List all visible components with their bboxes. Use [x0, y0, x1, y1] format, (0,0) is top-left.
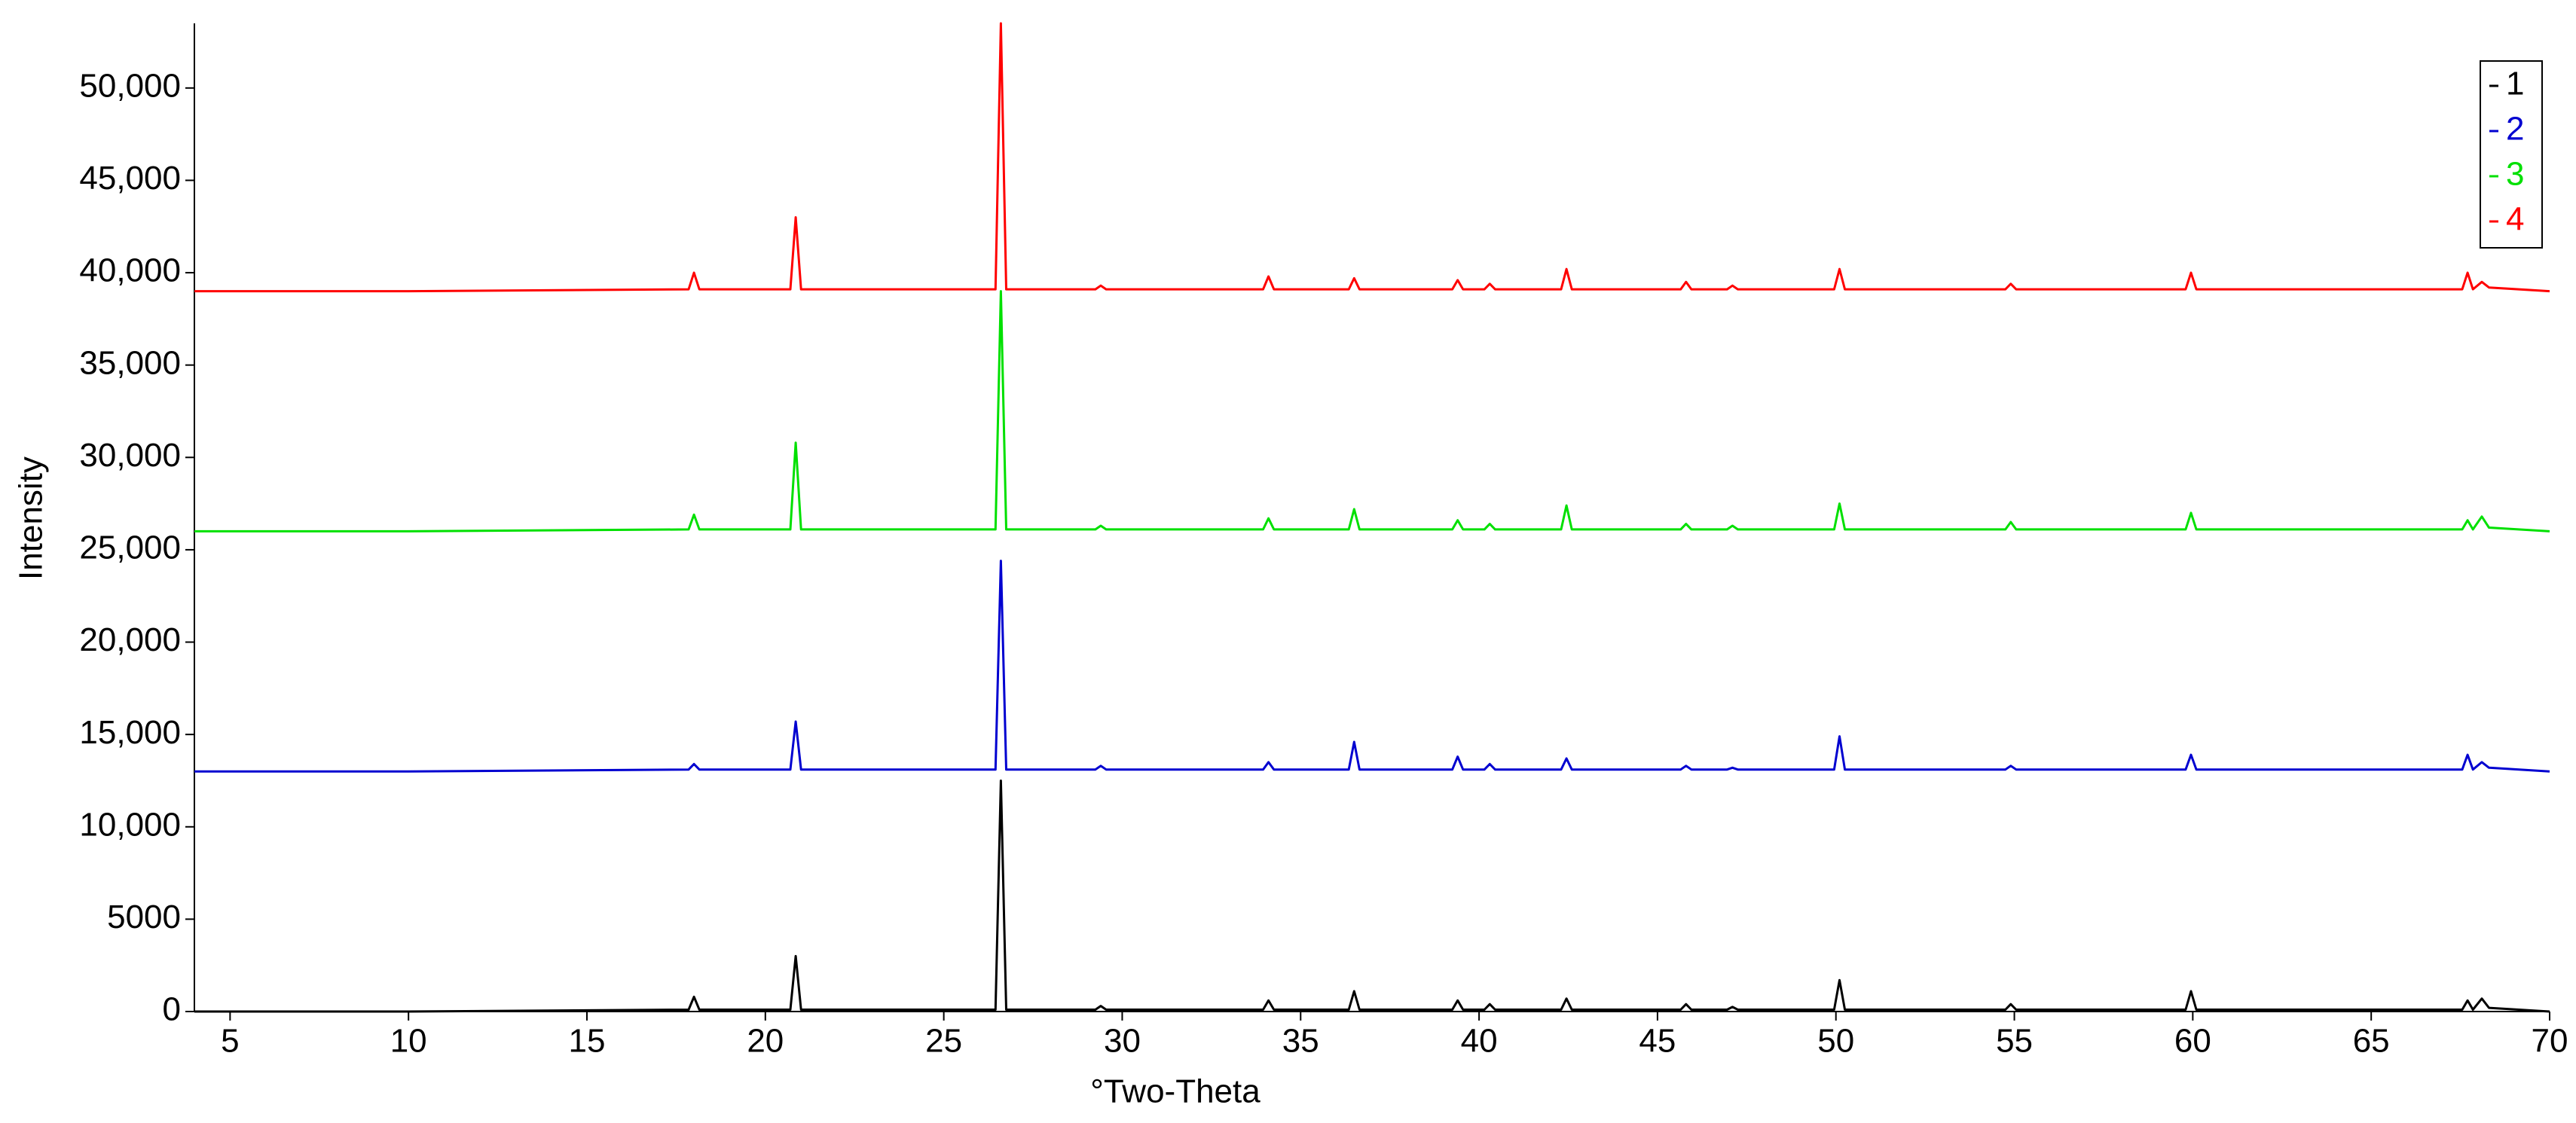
x-tick-label: 15	[569, 1023, 606, 1060]
y-tick-label: 50,000	[79, 67, 181, 104]
x-tick-label: 60	[2174, 1023, 2211, 1060]
y-tick-label: 20,000	[79, 621, 181, 658]
y-tick-label: 5000	[107, 899, 181, 935]
series-line	[194, 780, 2550, 1013]
x-tick-label: 35	[1282, 1023, 1319, 1060]
series-line	[194, 560, 2550, 773]
series-line	[194, 22, 2550, 293]
x-tick-label: 40	[1461, 1023, 1498, 1060]
x-tick-label: 50	[1817, 1023, 1854, 1060]
y-axis-title: Intensity	[13, 456, 50, 580]
x-tick-label: 25	[925, 1023, 962, 1060]
x-tick-label: 5	[221, 1023, 239, 1060]
x-tick-label: 30	[1104, 1023, 1141, 1060]
x-tick-label: 55	[1996, 1023, 2033, 1060]
y-tick-label: 10,000	[79, 806, 181, 843]
y-tick-label: 25,000	[79, 529, 181, 566]
legend-box	[2480, 60, 2543, 249]
series-line	[194, 290, 2550, 533]
x-tick-label: 45	[1639, 1023, 1676, 1060]
x-tick-label: 10	[390, 1023, 427, 1060]
y-tick-label: 40,000	[79, 252, 181, 289]
legend-label: 4	[2506, 201, 2524, 238]
legend-label: 3	[2506, 156, 2524, 193]
y-tick-label: 0	[163, 991, 181, 1028]
y-tick-label: 35,000	[79, 344, 181, 381]
y-tick-label: 45,000	[79, 160, 181, 197]
y-tick-label: 30,000	[79, 437, 181, 474]
y-tick-label: 15,000	[79, 714, 181, 751]
legend-label: 1	[2506, 66, 2524, 102]
x-axis-title: °Two-Theta	[1090, 1073, 1260, 1110]
legend-label: 2	[2506, 111, 2524, 148]
x-tick-label: 20	[747, 1023, 784, 1060]
x-tick-label: 70	[2532, 1023, 2568, 1060]
x-tick-label: 65	[2353, 1023, 2390, 1060]
